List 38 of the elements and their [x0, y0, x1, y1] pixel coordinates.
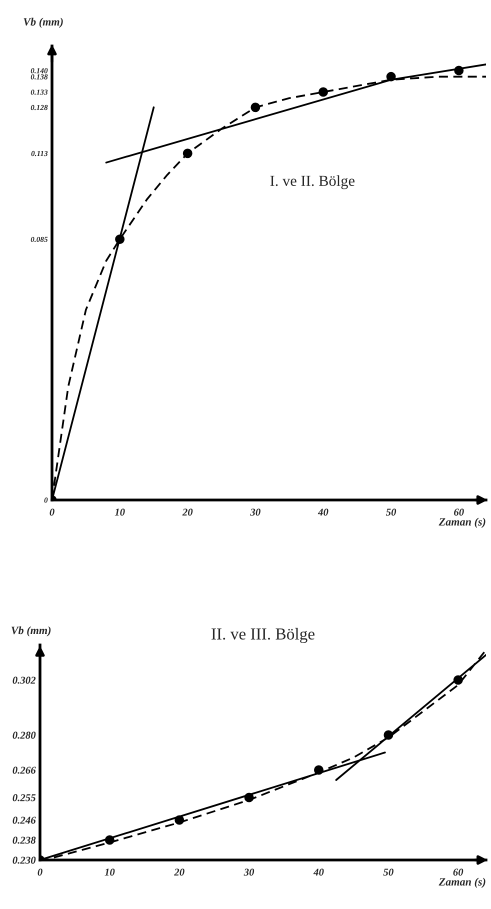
- x-tick-label: 10: [104, 868, 115, 876]
- point: [386, 72, 396, 82]
- y-tick-label: 0.302: [12, 676, 36, 684]
- point: [384, 730, 394, 740]
- x-tick-label: 60: [454, 508, 464, 516]
- y-tick-label: 0.266: [12, 766, 36, 774]
- point: [115, 234, 125, 244]
- x-tick-label: 50: [386, 508, 396, 516]
- x-tick-label: 20: [174, 868, 184, 876]
- x-tick-label: 10: [114, 508, 125, 516]
- point: [104, 835, 114, 845]
- point: [174, 815, 184, 825]
- x-axis-title: Zaman (s): [438, 878, 486, 888]
- chart-title: II. ve III. Bölge: [212, 628, 314, 644]
- x-tick-label: 40: [318, 508, 328, 516]
- point: [244, 792, 254, 802]
- x-tick-label: 50: [383, 868, 394, 876]
- point: [453, 675, 463, 685]
- point: [318, 87, 328, 97]
- x-tick-label: 60: [453, 868, 464, 876]
- y-axis-title: Vb (mm): [24, 18, 63, 28]
- x-tick-label: 0: [50, 508, 54, 516]
- x-tick-label: 30: [244, 868, 254, 876]
- y-tick-label: 0.280: [12, 732, 36, 739]
- x-tick-label: 40: [313, 868, 324, 876]
- point: [182, 148, 192, 158]
- x-tick-label: 30: [250, 508, 260, 516]
- y-tick-label: 0.230: [12, 856, 36, 864]
- y-axis-title: Vb (mm): [12, 626, 51, 636]
- point: [250, 102, 260, 112]
- x-tick-label: 20: [182, 508, 193, 516]
- y-tick-label: 0.246: [12, 816, 36, 824]
- point: [454, 66, 464, 76]
- x-axis-title: Zaman (s): [438, 518, 486, 528]
- y-tick-label: 0.255: [12, 794, 36, 802]
- point: [314, 765, 324, 775]
- annotation: I. ve II. Bölge: [270, 175, 355, 190]
- y-tick-label: 0.238: [12, 836, 36, 844]
